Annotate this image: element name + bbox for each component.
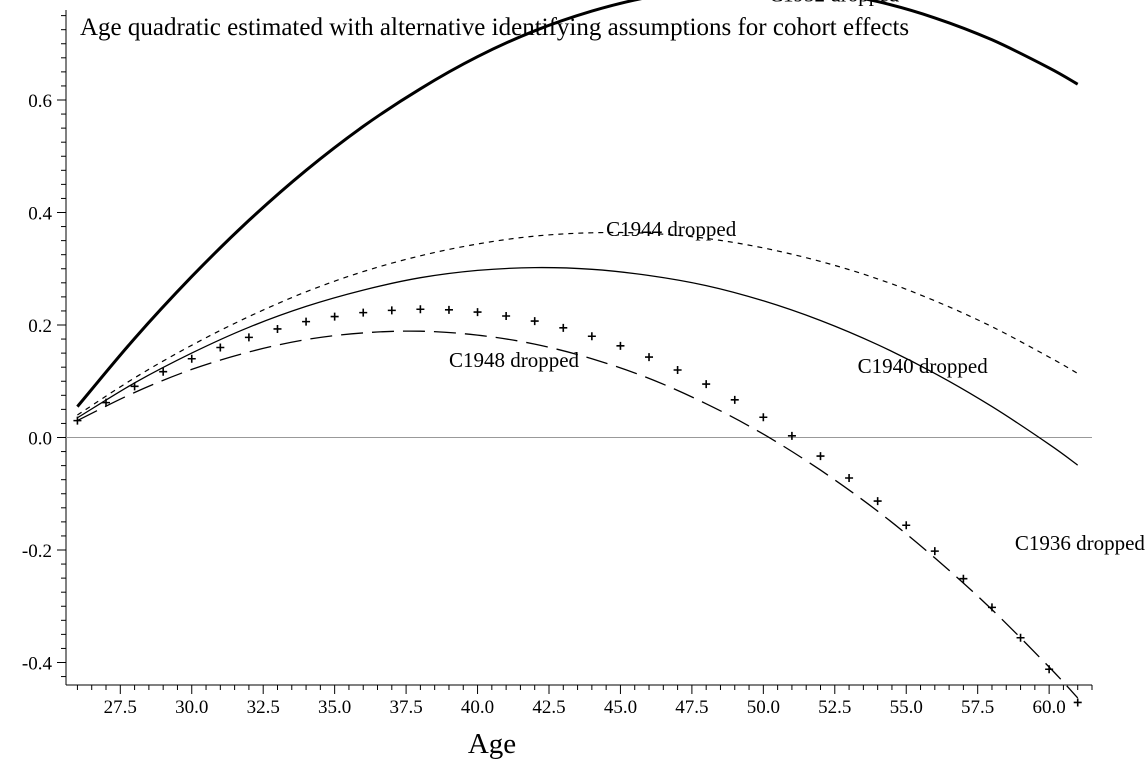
- point-marker: [302, 317, 311, 326]
- series-layer: [73, 0, 1082, 707]
- point-marker: [816, 452, 825, 461]
- y-tick-label: 0.2: [28, 316, 52, 337]
- series-annotation: C1944 dropped: [606, 217, 737, 241]
- point-marker: [216, 343, 225, 352]
- point-marker: [330, 312, 339, 321]
- point-marker: [187, 354, 196, 363]
- y-tick-label: 0.0: [28, 429, 52, 450]
- x-tick-label: 50.0: [747, 697, 780, 718]
- point-marker: [787, 431, 796, 440]
- x-tick-label: 35.0: [318, 697, 351, 718]
- series-c1940-dropped-line: [77, 266, 1079, 466]
- x-tick-label: 55.0: [890, 697, 923, 718]
- point-marker: [616, 341, 625, 350]
- series-c1952-dropped-line: [76, 0, 1079, 408]
- point-marker: [702, 380, 711, 389]
- point-marker: [502, 312, 511, 320]
- point-marker: [559, 323, 568, 332]
- point-marker: [359, 308, 368, 317]
- point-marker: [159, 367, 168, 376]
- x-tick-label: 32.5: [247, 697, 280, 718]
- point-marker: [873, 497, 882, 506]
- point-marker: [102, 398, 111, 407]
- point-marker: [387, 306, 396, 315]
- x-tick-label: 37.5: [389, 697, 422, 718]
- point-marker: [444, 305, 453, 314]
- x-tick-label: 52.5: [818, 697, 851, 718]
- point-marker: [673, 366, 682, 374]
- y-tick-label: 0.6: [28, 91, 52, 112]
- point-marker: [845, 474, 854, 482]
- series-c1944-dropped-line: [77, 231, 1078, 416]
- point-marker: [587, 332, 596, 341]
- x-axis-label: Age: [468, 728, 516, 760]
- series-annotation: C1940 dropped: [858, 354, 989, 378]
- series-c1948-dropped-line: [77, 330, 1079, 699]
- point-marker: [244, 333, 253, 342]
- point-marker: [645, 353, 654, 362]
- point-marker: [473, 308, 482, 317]
- y-tick-label: -0.2: [22, 541, 52, 562]
- y-tick-label: 0.4: [28, 204, 52, 225]
- series-labels: C1952 dropped C1944 dropped C1948 dropped C…: [449, 0, 1145, 555]
- x-tick-label: 27.5: [104, 697, 137, 718]
- point-marker: [730, 395, 739, 404]
- axes: 27.5 30.0 32.5 35.0 37.5 40.0 42.5 45.0 47.5 50.0…: [22, 10, 1093, 718]
- x-tick-label: 42.5: [532, 697, 565, 718]
- series-annotation: C1952 dropped: [769, 0, 900, 7]
- point-marker: [130, 382, 139, 391]
- y-tick-label: -0.4: [22, 654, 53, 675]
- point-marker: [416, 305, 425, 314]
- x-tick-label: 57.5: [961, 697, 994, 718]
- series-annotation: C1936 dropped: [1015, 531, 1145, 555]
- chart-title: Age quadratic estimated with alternative…: [80, 14, 909, 41]
- x-tick-label: 40.0: [461, 697, 494, 718]
- point-marker: [530, 317, 539, 326]
- x-tick-label: 45.0: [604, 697, 637, 718]
- x-tick-label: 47.5: [675, 697, 708, 718]
- x-tick-label: 60.0: [1033, 697, 1066, 718]
- point-marker: [759, 413, 768, 422]
- point-marker: [273, 324, 282, 333]
- point-marker: [930, 547, 939, 556]
- point-marker: [902, 521, 911, 530]
- series-annotation: C1948 dropped: [449, 348, 580, 372]
- x-tick-label: 30.0: [175, 697, 208, 718]
- point-marker: [1073, 698, 1082, 707]
- point-marker: [959, 574, 968, 583]
- point-marker: [1016, 633, 1025, 642]
